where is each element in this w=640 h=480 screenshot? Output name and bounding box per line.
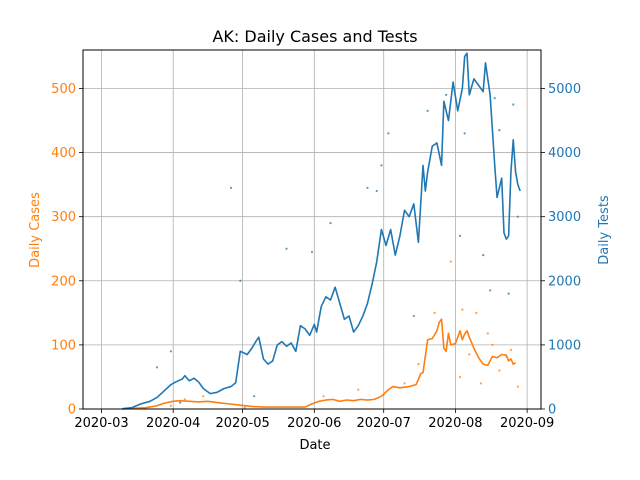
- scatter-point-right: [463, 132, 466, 135]
- series-line-right: [122, 52, 521, 410]
- scatter-point-right: [375, 189, 378, 193]
- y-left-tick-label: 200: [51, 274, 76, 289]
- series-line-left: [122, 318, 516, 410]
- scatter-point-left: [202, 395, 205, 398]
- x-tick-label: 2020-04: [146, 416, 200, 431]
- scatter-point-right: [493, 96, 496, 100]
- y-left-tick-label: 100: [51, 338, 76, 353]
- scatter-point-right: [366, 186, 369, 189]
- scatter-point-right: [426, 109, 429, 113]
- x-tick-label: 2020-07: [357, 416, 411, 431]
- y-right-tick-label: 1000: [548, 338, 581, 353]
- x-tick-label: 2020-09: [500, 416, 554, 431]
- scatter-point-left: [433, 311, 436, 314]
- y-axis-label-right: Daily Tests: [597, 195, 612, 265]
- scatter-point-left: [516, 385, 519, 388]
- y-left-tick-label: 400: [51, 146, 76, 161]
- y-left-tick-label: 500: [51, 82, 76, 97]
- scatter-point-left: [322, 395, 325, 398]
- scatter-point-left: [417, 363, 420, 366]
- scatter-point-right: [445, 93, 448, 96]
- y-right-tick-label: 3000: [548, 210, 581, 225]
- scatter-point-right: [329, 221, 332, 225]
- plot-frame: [82, 49, 542, 410]
- scatter-point-right: [498, 129, 501, 132]
- x-tick-label: 2020-05: [215, 416, 269, 431]
- scatter-point-right: [169, 350, 172, 353]
- scatter-point-left: [509, 348, 513, 352]
- scatter-point-right: [458, 234, 462, 238]
- scatter-point-left: [449, 260, 452, 263]
- scatter-point-left: [403, 382, 406, 385]
- scatter-point-left: [243, 406, 247, 409]
- y-axis-label-left: Daily Cases: [28, 192, 43, 268]
- scatter-point-left: [468, 353, 471, 356]
- scatter-point-left: [491, 343, 494, 346]
- scatter-point-left: [461, 308, 464, 311]
- x-axis-label: Date: [299, 438, 330, 453]
- x-tick-label: 2020-06: [287, 416, 341, 431]
- y-right-tick-label: 5000: [548, 82, 581, 97]
- y-right-tick-label: 0: [548, 403, 556, 418]
- chart-title: AK: Daily Cases and Tests: [212, 27, 417, 46]
- scatter-point-left: [357, 388, 360, 391]
- scatter-point-left: [479, 382, 482, 385]
- scatter-point-right: [253, 395, 256, 398]
- scatter-point-right: [380, 164, 383, 167]
- scatter-point-left: [458, 375, 462, 379]
- scatter-point-right: [310, 250, 314, 254]
- scatter-point-right: [229, 186, 233, 189]
- scatter-points: [155, 93, 519, 409]
- scatter-point-left: [498, 369, 501, 372]
- x-tick-label: 2020-08: [428, 416, 482, 431]
- y-right-tick-label: 4000: [548, 146, 581, 161]
- series-lines: [122, 52, 521, 410]
- scatter-point-right: [489, 289, 492, 292]
- y-left-tick-label: 300: [51, 210, 76, 225]
- scatter-point-right: [387, 132, 390, 135]
- scatter-point-right: [516, 215, 519, 218]
- scatter-point-left: [169, 404, 172, 407]
- scatter-point-right: [239, 279, 242, 282]
- y-left-tick-label: 0: [68, 403, 76, 418]
- axes: 2020-03 2020-04 2020-05 2020-06 2020-07 2020-…: [51, 82, 581, 431]
- scatter-point-right: [507, 292, 510, 295]
- scatter-point-left: [475, 311, 478, 314]
- scatter-point-right: [412, 314, 415, 318]
- scatter-point-right: [285, 247, 288, 250]
- x-tick-label: 2020-03: [74, 416, 128, 431]
- scatter-point-left: [183, 398, 186, 401]
- scatter-point-right: [179, 401, 182, 404]
- scatter-point-right: [512, 103, 515, 106]
- scatter-point-left: [486, 332, 489, 335]
- grid: [83, 50, 541, 410]
- y-right-tick-label: 2000: [548, 274, 581, 289]
- scatter-point-right: [482, 254, 485, 257]
- scatter-point-right: [155, 366, 159, 369]
